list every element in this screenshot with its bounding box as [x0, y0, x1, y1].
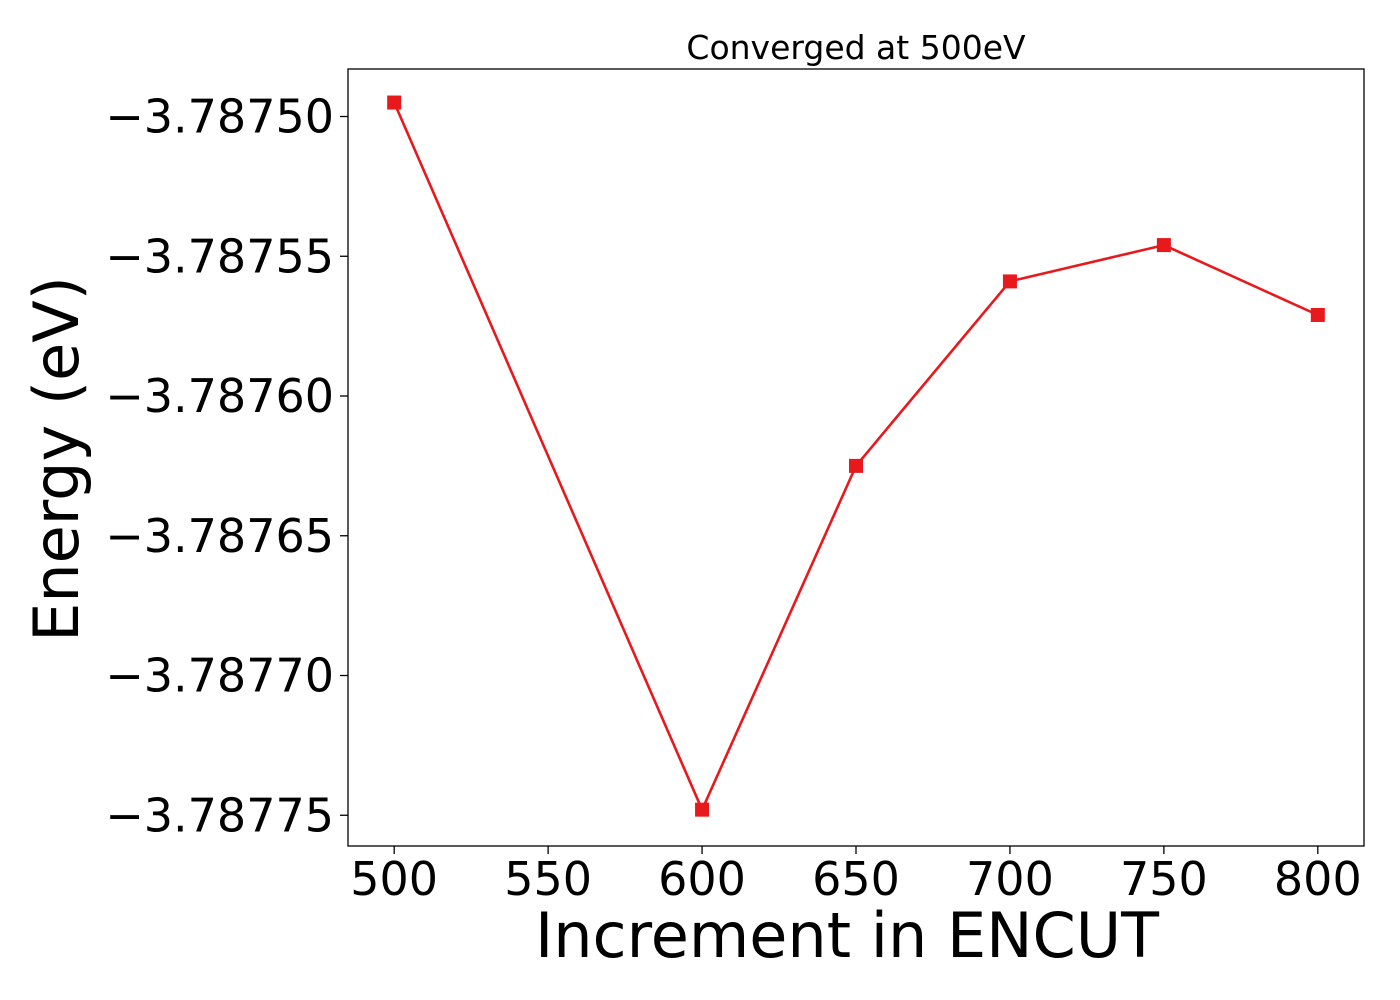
y-tick-label: −3.78765 [105, 509, 334, 563]
data-point-marker [1002, 274, 1017, 289]
x-tick-label: 500 [350, 852, 438, 906]
x-tick-label: 700 [966, 852, 1054, 906]
y-axis-title: Energy (eV) [20, 276, 93, 642]
x-tick-label: 600 [658, 852, 746, 906]
x-axis-title: Increment in ENCUT [535, 899, 1160, 972]
chart-title: Converged at 500eV [686, 28, 1026, 67]
y-tick-label: −3.78755 [105, 229, 334, 283]
y-tick-label: −3.78770 [105, 649, 334, 703]
x-axis-ticks: 500 550 600 650 700 750 800 [350, 846, 1362, 906]
series-layer [387, 95, 1325, 817]
x-tick-label: 650 [812, 852, 900, 906]
y-axis-ticks: −3.78750 −3.78755 −3.78760 −3.78765 −3.78770… [105, 90, 348, 842]
y-tick-label: −3.78760 [105, 369, 334, 423]
x-tick-label: 750 [1120, 852, 1208, 906]
series-line [393, 101, 1319, 812]
y-tick-label: −3.78750 [105, 90, 334, 144]
data-point-marker [387, 95, 402, 110]
data-point-marker [1156, 238, 1171, 253]
data-point-marker [695, 802, 710, 817]
plot-frame [347, 68, 1365, 847]
y-tick-label: −3.78775 [105, 788, 334, 842]
data-point-marker [1310, 307, 1325, 322]
x-tick-label: 800 [1274, 852, 1362, 906]
x-tick-label: 550 [504, 852, 592, 906]
data-point-marker [849, 458, 863, 473]
